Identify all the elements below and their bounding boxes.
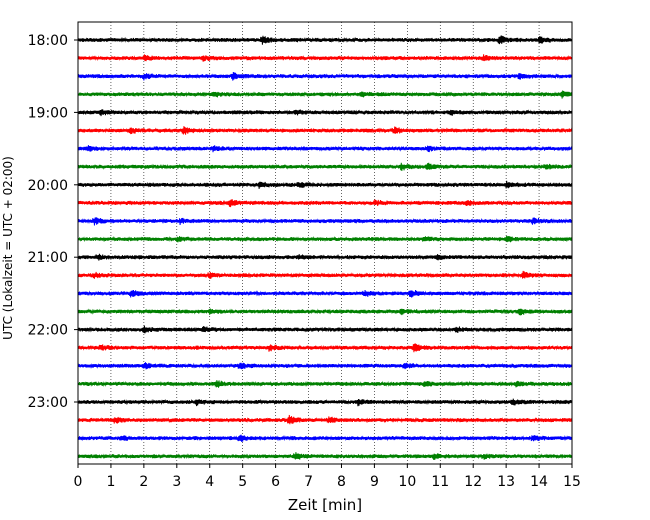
- trace-2115: [77, 270, 573, 279]
- y-tick-label: 18:00: [28, 33, 68, 49]
- trace-2245: [77, 380, 573, 388]
- x-tick-label: 15: [563, 474, 581, 490]
- x-tick-label: 12: [464, 474, 482, 490]
- trace-1915: [77, 126, 573, 135]
- x-tick-label: 6: [271, 474, 280, 490]
- y-tick-label: 21:00: [28, 250, 68, 266]
- y-axis-label: UTC (Lokalzeit = UTC + 02:00): [1, 156, 15, 340]
- x-tick-label: 0: [74, 474, 83, 490]
- trace-2200: [77, 325, 573, 334]
- x-tick-label: 14: [530, 474, 548, 490]
- x-tick-label: 4: [205, 474, 214, 490]
- trace-1945: [77, 162, 573, 171]
- trace-2000: [77, 180, 573, 189]
- grid-lines: [110, 22, 540, 464]
- plot-frame: [77, 21, 573, 465]
- trace-1845: [77, 90, 573, 99]
- trace-2100: [77, 253, 573, 261]
- trace-1815: [77, 54, 573, 62]
- y-tick-label: 23:00: [28, 395, 68, 411]
- x-tick-label: 7: [304, 474, 313, 490]
- trace-2345: [77, 452, 573, 460]
- y-axis-ticks: 18:00 19:00 20:00 21:00 22:00 23:00: [28, 33, 78, 411]
- y-tick-label: 19:00: [28, 105, 68, 121]
- x-tick-label: 5: [238, 474, 247, 490]
- trace-2145: [77, 308, 573, 316]
- x-tick-label: 13: [497, 474, 515, 490]
- trace-2230: [77, 362, 573, 370]
- x-tick-label: 9: [370, 474, 379, 490]
- x-tick-label: 3: [172, 474, 181, 490]
- trace-1900: [77, 109, 573, 117]
- x-tick-label: 10: [398, 474, 416, 490]
- x-axis-ticks: 0 1 2 3 4 5 6 7 8 9 10 11 12 13 14 15: [74, 464, 581, 490]
- trace-2030: [77, 217, 573, 226]
- trace-1930: [77, 145, 573, 153]
- trace-2130: [77, 289, 573, 298]
- trace-2300: [77, 398, 573, 407]
- y-tick-label: 20:00: [28, 178, 68, 194]
- trace-2045: [77, 235, 573, 243]
- trace-1830: [77, 72, 573, 81]
- x-tick-label: 1: [106, 474, 115, 490]
- x-tick-label: 11: [431, 474, 449, 490]
- x-tick-label: 2: [139, 474, 148, 490]
- y-tick-label: 22:00: [28, 323, 68, 339]
- trace-2215: [77, 343, 573, 353]
- trace-1800: [77, 35, 573, 45]
- trace-2330: [77, 434, 573, 442]
- x-tick-label: 8: [337, 474, 346, 490]
- trace-2015: [77, 199, 573, 208]
- seismogram-traces: [77, 35, 573, 460]
- trace-2315: [77, 414, 573, 425]
- x-axis-label: Zeit [min]: [288, 496, 362, 514]
